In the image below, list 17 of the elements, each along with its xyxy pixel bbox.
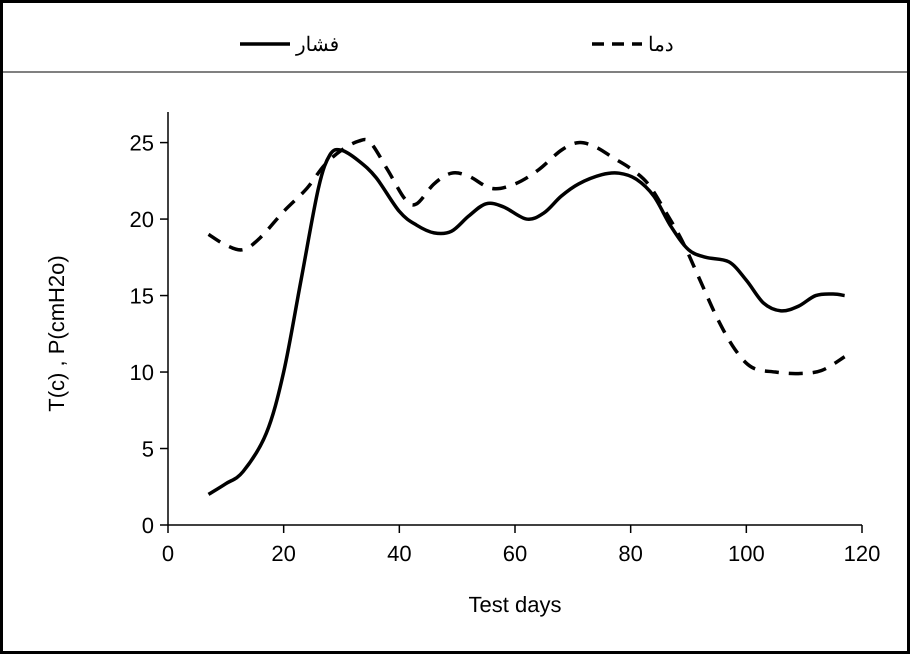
x-axis-title: Test days	[468, 592, 562, 617]
y-tick-label: 15	[130, 284, 154, 309]
y-tick-label: 25	[130, 130, 154, 156]
x-tick-label: 120	[844, 541, 880, 566]
x-tick-label: 0	[162, 541, 174, 566]
y-tick-label: 10	[130, 360, 154, 386]
x-tick-label: 20	[271, 541, 296, 566]
legend-label: فشار	[295, 32, 340, 56]
x-tick-label: 80	[618, 541, 643, 566]
y-tick-label: 20	[130, 207, 154, 232]
x-tick-label: 40	[387, 541, 412, 566]
y-tick-label: 5	[142, 436, 154, 462]
y-axis-title: T(c) , P(cmH2o)	[44, 255, 69, 412]
x-tick-label: 60	[502, 541, 528, 566]
x-tick-label: 100	[728, 541, 765, 566]
y-tick-label: 0	[142, 513, 154, 538]
legend-label: دما	[648, 32, 674, 56]
